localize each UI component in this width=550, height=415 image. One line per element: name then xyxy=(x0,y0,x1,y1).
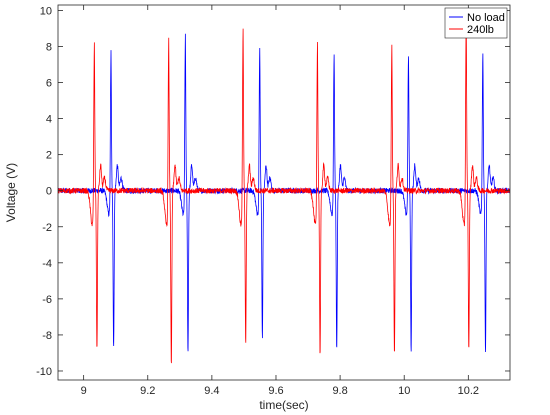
y-tick-label: -10 xyxy=(36,366,52,378)
x-tick-label: 10.2 xyxy=(458,385,479,397)
y-tick-label: 8 xyxy=(46,41,52,53)
y-tick-label: 6 xyxy=(46,78,52,90)
x-axis: 9 9.2 9.4 9.6 9.8 10 10.2 xyxy=(81,5,479,397)
series-layer xyxy=(58,19,510,364)
x-tick-label: 9.6 xyxy=(268,385,283,397)
series-line-240lb xyxy=(58,19,510,364)
y-tick-label: -4 xyxy=(42,258,52,270)
x-tick-label: 9.2 xyxy=(140,385,155,397)
x-tick-label: 9.8 xyxy=(332,385,347,397)
legend: No load 240lb xyxy=(444,7,508,39)
y-tick-label: 4 xyxy=(46,114,52,126)
y-tick-label: -8 xyxy=(42,330,52,342)
x-tick-label: 9 xyxy=(81,385,87,397)
legend-entry-no-load: No load xyxy=(467,12,505,24)
x-tick-label: 10 xyxy=(398,385,410,397)
y-tick-label: 0 xyxy=(46,186,52,198)
legend-entry-240lb: 240lb xyxy=(467,24,494,36)
y-tick-label: -2 xyxy=(42,222,52,234)
x-tick-label: 9.4 xyxy=(204,385,219,397)
plot-frame xyxy=(57,4,511,381)
y-tick-label: -6 xyxy=(42,294,52,306)
x-axis-label: time(sec) xyxy=(259,398,308,412)
legend-box xyxy=(444,7,508,39)
y-tick-label: 2 xyxy=(46,150,52,162)
y-tick-label: 10 xyxy=(40,5,52,17)
y-axis-label: Voltage (V) xyxy=(4,163,18,222)
